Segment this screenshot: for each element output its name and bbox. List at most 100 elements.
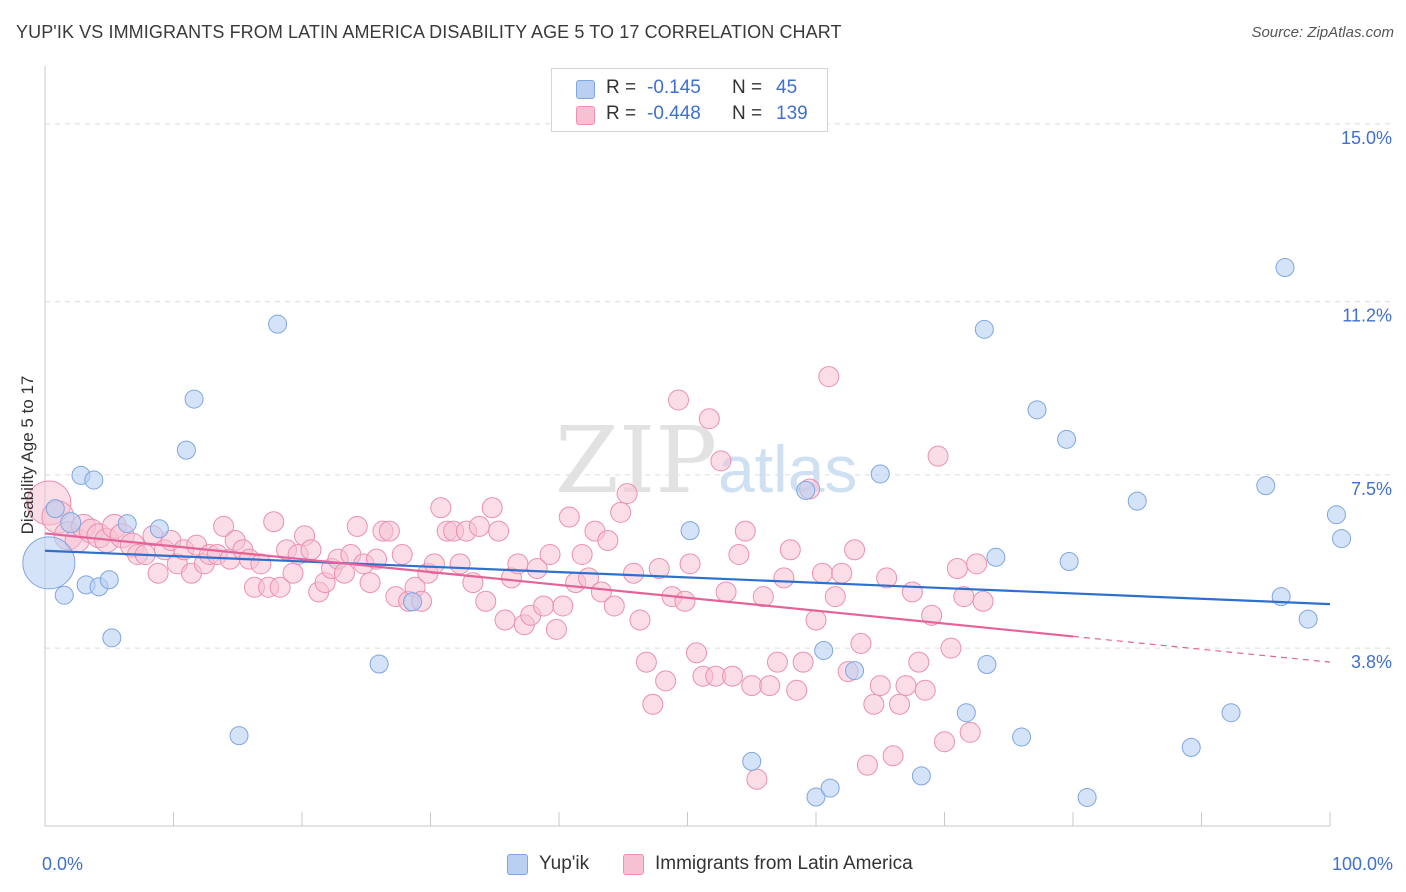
data-point-yupik [1077, 787, 1097, 807]
legend-r-label: R = [606, 77, 637, 98]
data-point-immigrants [966, 553, 988, 575]
legend-swatch-blue [507, 854, 528, 875]
data-point-immigrants [213, 515, 235, 537]
data-point-immigrants [895, 675, 917, 697]
data-point-yupik [845, 661, 865, 681]
data-point-immigrants [811, 562, 833, 584]
data-point-immigrants [642, 693, 664, 715]
y-tick-label: 7.5% [1351, 479, 1392, 499]
series-immigrants-points [26, 366, 994, 790]
data-point-immigrants [710, 450, 732, 472]
data-point-yupik [1332, 529, 1352, 549]
x-tick-label: 100.0% [1332, 854, 1393, 874]
data-point-immigrants [423, 553, 445, 575]
data-point-immigrants [734, 520, 756, 542]
data-point-immigrants [571, 543, 593, 565]
legend-r-value: -0.448 [647, 103, 701, 124]
axes [44, 66, 1331, 827]
data-point-yupik [45, 499, 65, 519]
data-point-immigrants [603, 595, 625, 617]
data-point-immigrants [391, 543, 413, 565]
data-point-yupik [911, 766, 931, 786]
data-point-immigrants [759, 675, 781, 697]
data-point-immigrants [147, 562, 169, 584]
data-point-immigrants [263, 511, 285, 533]
data-point-immigrants [590, 581, 612, 603]
data-point-yupik [806, 787, 826, 807]
data-point-immigrants [876, 567, 898, 589]
legend-n-value: 139 [776, 103, 808, 124]
data-point-immigrants [269, 576, 291, 598]
data-point-yupik [149, 519, 169, 539]
legend-n-value: 45 [776, 77, 798, 98]
data-point-yupik [229, 726, 249, 746]
data-point-yupik [814, 640, 834, 660]
data-point-immigrants [378, 520, 400, 542]
data-point-immigrants [623, 562, 645, 584]
data-point-yupik [974, 319, 994, 339]
data-point-yupik [99, 570, 119, 590]
data-point-yupik [117, 514, 137, 534]
data-point-immigrants [889, 693, 911, 715]
data-point-immigrants [972, 590, 994, 612]
data-point-immigrants [908, 651, 930, 673]
trend-lines [44, 532, 1331, 663]
data-point-immigrants [552, 595, 574, 617]
legend-n-label: N = [732, 103, 763, 124]
data-point-immigrants [850, 632, 872, 654]
data-point-immigrants [831, 562, 853, 584]
data-point-yupik [820, 778, 840, 798]
data-point-yupik [268, 314, 288, 334]
data-point-yupik [680, 521, 700, 541]
data-point-yupik [1298, 609, 1318, 629]
data-point-yupik [54, 585, 74, 605]
data-point-yupik [1221, 703, 1241, 723]
data-point-immigrants [779, 539, 801, 561]
data-point-yupik [1127, 491, 1147, 511]
legend-label-yupik: Yup'ik [539, 853, 590, 874]
data-point-immigrants [940, 637, 962, 659]
data-point-immigrants [545, 618, 567, 640]
data-point-yupik [184, 389, 204, 409]
data-point-immigrants [844, 539, 866, 561]
y-axis-label: Disability Age 5 to 17 [18, 376, 37, 535]
data-point-immigrants [674, 590, 696, 612]
data-point-yupik [1059, 552, 1079, 572]
data-point-immigrants [533, 595, 555, 617]
data-point-immigrants [300, 539, 322, 561]
data-point-immigrants [959, 721, 981, 743]
data-point-immigrants [685, 642, 707, 664]
data-point-immigrants [488, 520, 510, 542]
chart-title: YUP'IK VS IMMIGRANTS FROM LATIN AMERICA … [16, 22, 842, 42]
data-point-yupik [1326, 505, 1346, 525]
data-point-immigrants [635, 651, 657, 673]
data-point-immigrants [752, 586, 774, 608]
data-point-immigrants [824, 586, 846, 608]
data-point-immigrants [698, 408, 720, 430]
trend-line-immigrants-extension [1072, 635, 1331, 663]
y-tick-label: 3.8% [1351, 652, 1392, 672]
data-point-immigrants [786, 679, 808, 701]
data-point-immigrants [282, 562, 304, 584]
data-point-yupik [403, 592, 423, 612]
legend-r-label: R = [606, 103, 637, 124]
data-point-immigrants [805, 609, 827, 631]
series-yupik-points [22, 258, 1352, 807]
data-point-yupik [60, 512, 82, 534]
data-point-immigrants [721, 665, 743, 687]
data-point-immigrants [921, 604, 943, 626]
data-point-immigrants [728, 543, 750, 565]
legend-r-value: -0.145 [647, 77, 701, 98]
data-point-immigrants [597, 529, 619, 551]
data-point-immigrants [679, 553, 701, 575]
data-point-yupik [986, 547, 1006, 567]
data-point-immigrants [481, 497, 503, 519]
data-point-yupik [1275, 258, 1295, 278]
data-point-yupik [1057, 429, 1077, 449]
legend-n-label: N = [732, 77, 763, 98]
data-point-yupik [102, 628, 122, 648]
y-tick-label: 15.0% [1341, 128, 1392, 148]
data-point-yupik [796, 480, 816, 500]
source-credit: Source: ZipAtlas.com [1251, 24, 1394, 41]
